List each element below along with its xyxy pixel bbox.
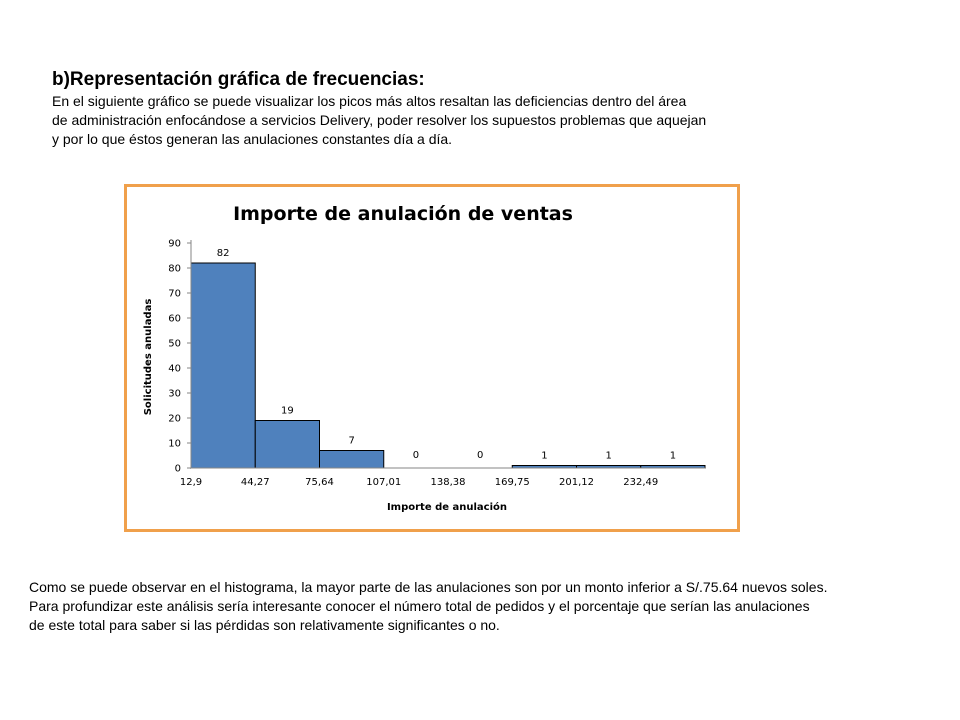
y-axis-label: Solicitudes anuladas <box>143 299 154 416</box>
x-tick-label: 169,75 <box>495 477 530 488</box>
x-tick-label: 138,38 <box>431 477 466 488</box>
conclusion-section: Como se puede observar en el histograma,… <box>29 578 949 635</box>
x-axis-label: Importe de anulación <box>387 501 507 513</box>
histogram-bar <box>190 262 256 469</box>
intro-line-3: y por lo que éstos generan las anulacion… <box>52 131 453 147</box>
intro-section: b)Representación gráfica de frecuencias:… <box>52 68 852 149</box>
x-tick-label: 12,9 <box>180 477 202 488</box>
conclusion-line-3: de este total para saber si las pérdidas… <box>29 617 500 633</box>
bar-data-label: 7 <box>348 436 354 447</box>
histogram-chart: Importe de anulación de ventas Solicitud… <box>143 203 706 513</box>
histogram-bar <box>319 450 385 469</box>
intro-line-1: En el siguiente gráfico se puede visuali… <box>52 93 687 109</box>
bar-data-label: 0 <box>413 450 419 461</box>
x-tick-label: 44,27 <box>241 477 270 488</box>
bar-data-label: 82 <box>217 248 230 259</box>
y-tick-label: 10 <box>168 439 181 450</box>
histogram-chart-frame: Importe de anulación de ventas Solicitud… <box>124 184 740 532</box>
y-tick-label: 30 <box>168 389 181 400</box>
bar-data-label: 1 <box>670 451 676 462</box>
x-tick-label: 201,12 <box>559 477 594 488</box>
conclusion-line-1: Como se puede observar en el histograma,… <box>29 579 828 595</box>
y-tick-label: 0 <box>175 464 181 475</box>
x-tick-label: 75,64 <box>305 477 334 488</box>
intro-line-2: de administración enfocándose a servicio… <box>52 112 707 128</box>
bar-data-label: 0 <box>477 450 483 461</box>
x-tick-label: 232,49 <box>623 477 658 488</box>
y-tick-label: 70 <box>168 289 181 300</box>
section-heading: b)Representación gráfica de frecuencias: <box>52 69 425 90</box>
bar-data-label: 1 <box>541 451 547 462</box>
chart-title: Importe de anulación de ventas <box>233 203 573 225</box>
y-tick-label: 40 <box>168 364 181 375</box>
y-tick-label: 80 <box>168 264 181 275</box>
bar-data-label: 1 <box>605 451 611 462</box>
y-tick-label: 90 <box>168 239 181 250</box>
y-tick-label: 50 <box>168 339 181 350</box>
histogram-bar <box>254 420 320 469</box>
conclusion-line-2: Para profundizar este análisis sería int… <box>29 598 810 614</box>
bar-data-label: 19 <box>281 406 294 417</box>
x-tick-label: 107,01 <box>366 477 401 488</box>
y-tick-label: 60 <box>168 314 181 325</box>
y-tick-label: 20 <box>168 414 181 425</box>
